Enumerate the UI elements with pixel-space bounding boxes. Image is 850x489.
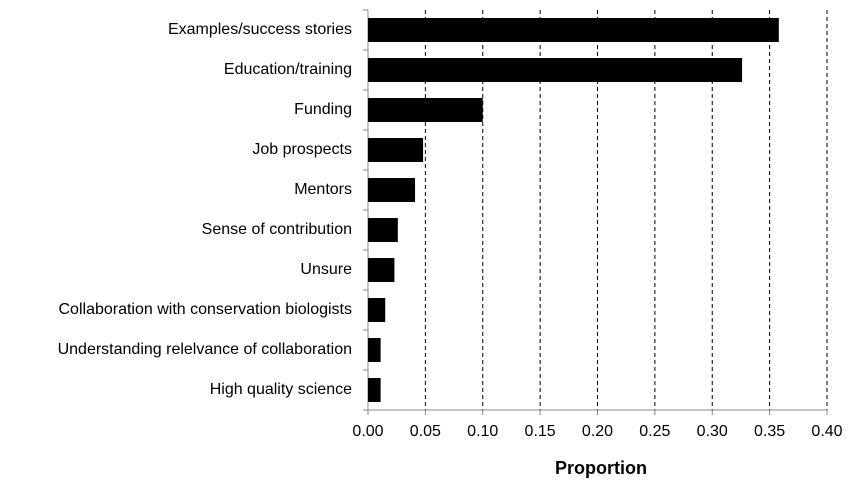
y-tick-label: Funding: [294, 101, 352, 118]
x-tick-label: 0.35: [754, 423, 785, 440]
x-tick-label: 0.25: [639, 423, 670, 440]
x-tick-label: 0.20: [582, 423, 613, 440]
bar: [368, 378, 381, 402]
bar: [368, 218, 398, 242]
y-tick-label: Understanding relelvance of collaboratio…: [58, 341, 352, 358]
bar: [368, 178, 416, 202]
bar: [368, 58, 743, 82]
x-tick-label: 0.40: [811, 423, 842, 440]
bar: [368, 298, 386, 322]
bar: [368, 18, 779, 42]
y-tick-label: Sense of contribution: [202, 221, 352, 238]
x-tick-label: 0.05: [410, 423, 441, 440]
y-tick-label: Collaboration with conservation biologis…: [59, 301, 353, 318]
y-tick-label: Unsure: [300, 261, 352, 278]
y-tick-label: Mentors: [294, 181, 352, 198]
bar: [368, 258, 395, 282]
y-tick-label: Education/training: [224, 61, 352, 78]
x-tick-label: 0.30: [697, 423, 728, 440]
x-axis-title: Proportion: [555, 458, 647, 478]
y-tick-label: High quality science: [210, 381, 352, 398]
bar: [368, 98, 483, 122]
bar: [368, 138, 424, 162]
x-tick-label: 0.15: [525, 423, 556, 440]
y-tick-label: Examples/success stories: [168, 21, 352, 38]
x-tick-label: 0.10: [467, 423, 498, 440]
y-tick-label: Job prospects: [252, 141, 352, 158]
x-tick-label: 0.00: [352, 423, 383, 440]
bar: [368, 338, 381, 362]
